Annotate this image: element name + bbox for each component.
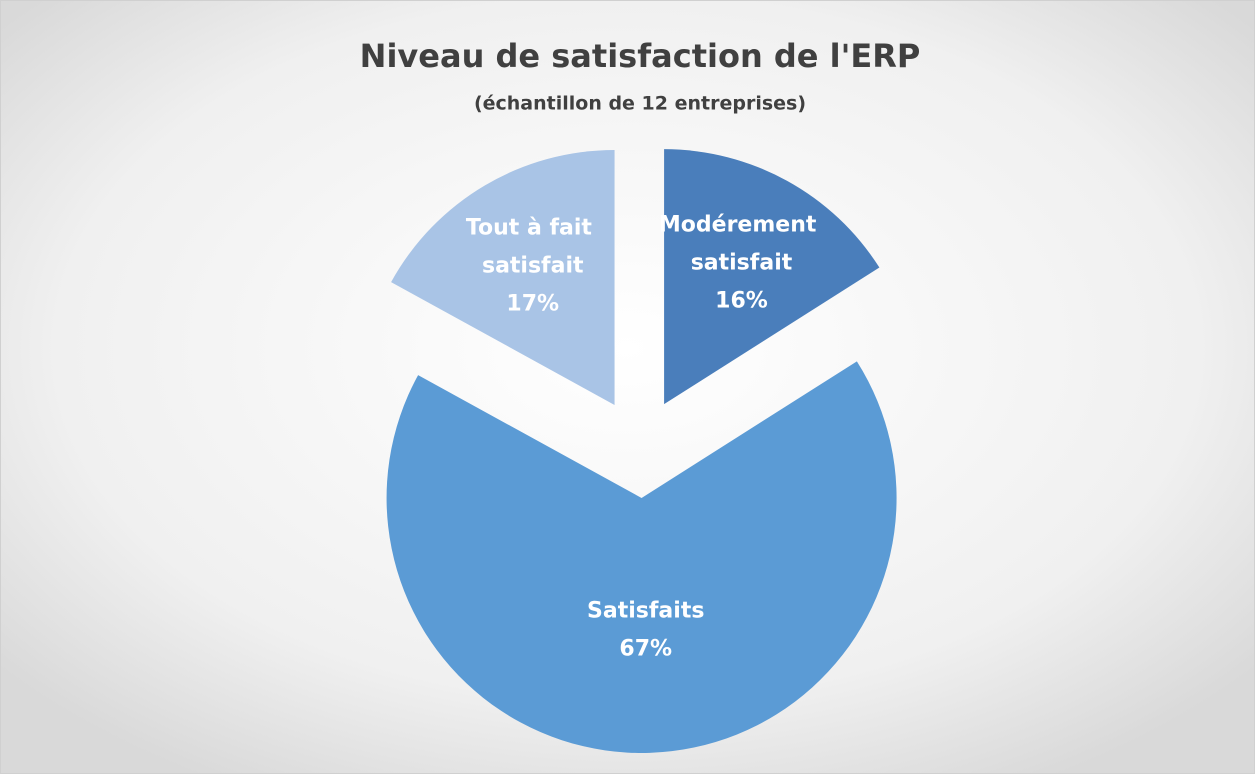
slice-label: Modérement satisfait: [659, 212, 824, 275]
slice-value-label: 17%: [506, 292, 559, 317]
slice-label-line: Modérement: [659, 212, 824, 237]
slice-label-line: Tout à fait: [466, 216, 600, 241]
slice-label: Tout à fait satisfait: [466, 216, 600, 279]
pie-slice: [664, 149, 880, 405]
slice-label-line: satisfait: [482, 254, 584, 279]
slice-label-line: satisfait: [691, 250, 793, 275]
slice-value-label: 16%: [715, 288, 768, 313]
chart-subtitle: (échantillon de 12 entreprises): [474, 93, 806, 115]
slice-label-line: Satisfaits: [587, 599, 704, 624]
pie-slice: [386, 361, 897, 753]
pie-slice: [391, 149, 615, 405]
chart-title: Niveau de satisfaction de l'ERP: [360, 37, 921, 75]
slice-value-label: 67%: [619, 637, 672, 662]
slice-label: Satisfaits: [587, 599, 704, 624]
